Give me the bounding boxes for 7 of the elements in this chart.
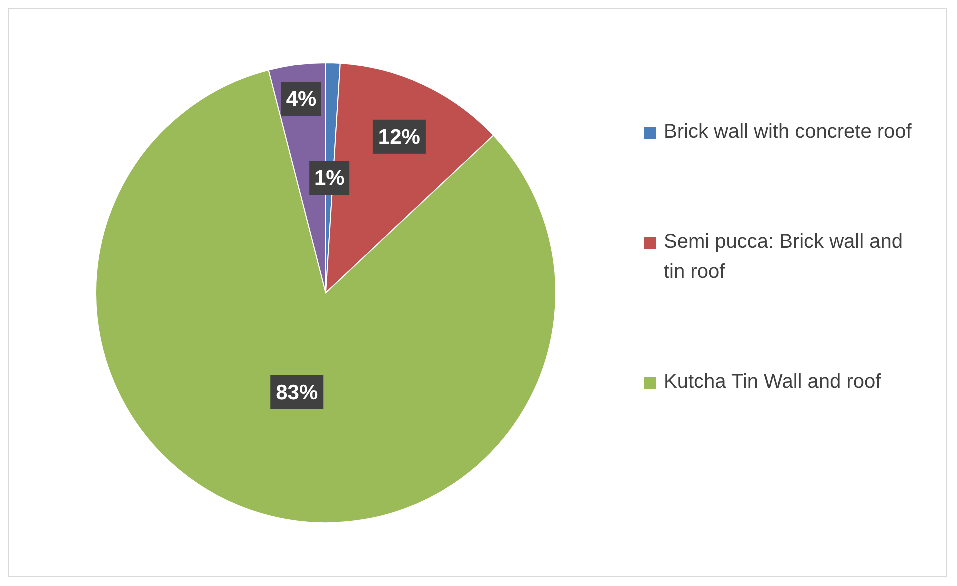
- data-label: 4%: [286, 88, 317, 112]
- legend-label: Brick wall with concrete roof: [664, 121, 912, 143]
- data-label: 12%: [378, 126, 421, 149]
- legend-label: Semi pucca: Brick wall and tin roof: [664, 231, 903, 283]
- data-label: 83%: [276, 381, 318, 404]
- data-label: 1%: [314, 167, 346, 190]
- legend-label: Kutcha Tin Wall and roof: [664, 371, 882, 393]
